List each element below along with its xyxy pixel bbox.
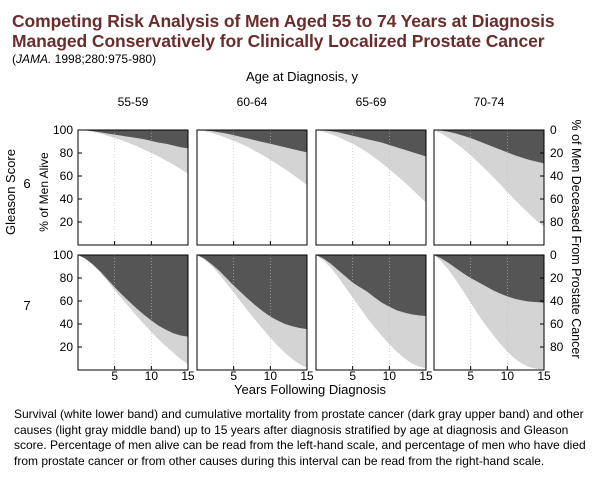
right-tick-label: 60 xyxy=(550,317,564,331)
panel-frame xyxy=(196,254,308,371)
x-axis-label: Years Following Diagnosis xyxy=(234,382,386,397)
x-tick-label: 15 xyxy=(537,369,551,383)
column-label-70-74: 70-74 xyxy=(474,95,505,109)
citation: (JAMA. 1998;280:975-980) xyxy=(12,52,156,66)
citation-details: 1998;280:975-980) xyxy=(51,52,157,66)
prostate-cancer-deaths-band xyxy=(434,255,544,303)
x-tick-label: 10 xyxy=(501,369,515,383)
right-tick-label: 20 xyxy=(550,271,564,285)
left-tick-label: 100 xyxy=(53,123,73,137)
row-axis-label: Gleason Score xyxy=(3,149,18,235)
column-label-55-59: 55-59 xyxy=(118,95,149,109)
panel-frame xyxy=(196,129,308,246)
right-tick-label: 60 xyxy=(550,192,564,206)
alive-band xyxy=(434,130,544,245)
top-axis-label: Age at Diagnosis, y xyxy=(246,69,359,84)
prostate-cancer-deaths-band xyxy=(197,130,307,153)
left-tick-label: 60 xyxy=(60,169,74,183)
x-tick-label: 5 xyxy=(349,369,356,383)
chart-title: Competing Risk Analysis of Men Aged 55 t… xyxy=(12,11,555,51)
alive-band xyxy=(197,255,307,370)
panel-frame xyxy=(433,254,545,371)
citation-journal: JAMA. xyxy=(16,52,52,66)
left-tick-label: 80 xyxy=(60,271,74,285)
right-y-axis-label: % of Men Deceased From Prostate Cancer xyxy=(569,120,583,359)
x-tick-label: 5 xyxy=(111,369,118,383)
right-tick-label: 20 xyxy=(550,146,564,160)
alive-band xyxy=(78,255,188,370)
alive-band xyxy=(316,255,426,370)
left-tick-label: 40 xyxy=(60,317,74,331)
right-tick-label: 40 xyxy=(550,169,564,183)
x-tick-label: 10 xyxy=(145,369,159,383)
left-tick-label: 80 xyxy=(60,146,74,160)
gleason-score-6: 6 xyxy=(23,176,30,191)
right-tick-label: 0 xyxy=(550,123,557,137)
x-tick-label: 5 xyxy=(230,369,237,383)
right-tick-label: 80 xyxy=(550,340,564,354)
alive-band xyxy=(197,130,307,245)
x-tick-label: 10 xyxy=(264,369,278,383)
column-label-60-64: 60-64 xyxy=(237,95,268,109)
x-tick-label: 10 xyxy=(383,369,397,383)
panel-frame xyxy=(433,129,545,246)
right-tick-label: 40 xyxy=(550,294,564,308)
prostate-cancer-deaths-band xyxy=(434,130,544,164)
alive-band xyxy=(78,130,188,245)
column-label-65-69: 65-69 xyxy=(356,95,387,109)
left-y-axis-label: % of Men Alive xyxy=(37,152,51,232)
x-tick-label: 15 xyxy=(419,369,433,383)
citation-open: ( xyxy=(12,52,16,66)
gleason-score-7: 7 xyxy=(23,298,30,313)
panel-frame xyxy=(77,254,189,371)
left-tick-label: 20 xyxy=(60,340,74,354)
x-tick-label: 5 xyxy=(467,369,474,383)
prostate-cancer-deaths-band xyxy=(78,255,188,337)
left-tick-label: 60 xyxy=(60,294,74,308)
prostate-cancer-deaths-band xyxy=(316,130,426,157)
prostate-cancer-deaths-band xyxy=(197,255,307,330)
prostate-cancer-deaths-band xyxy=(316,255,426,316)
alive-band xyxy=(434,255,544,370)
right-tick-label: 80 xyxy=(550,215,564,229)
left-tick-label: 40 xyxy=(60,192,74,206)
panel-frame xyxy=(315,254,427,371)
title-line-2: Managed Conservatively for Clinically Lo… xyxy=(12,31,545,51)
competing-risk-chart: Age at Diagnosis, y 55-59 60-64 65-69 70-74 G… xyxy=(3,69,583,397)
alive-band xyxy=(316,130,426,245)
figure-caption: Survival (white lower band) and cumulati… xyxy=(14,407,586,468)
panel-frame xyxy=(315,129,427,246)
left-tick-label: 100 xyxy=(53,248,73,262)
x-tick-label: 15 xyxy=(181,369,195,383)
title-line-1: Competing Risk Analysis of Men Aged 55 t… xyxy=(12,11,555,31)
panel-frame xyxy=(77,129,189,246)
left-tick-label: 20 xyxy=(60,215,74,229)
prostate-cancer-deaths-band xyxy=(78,130,188,149)
x-tick-label: 15 xyxy=(300,369,314,383)
right-tick-label: 0 xyxy=(550,248,557,262)
